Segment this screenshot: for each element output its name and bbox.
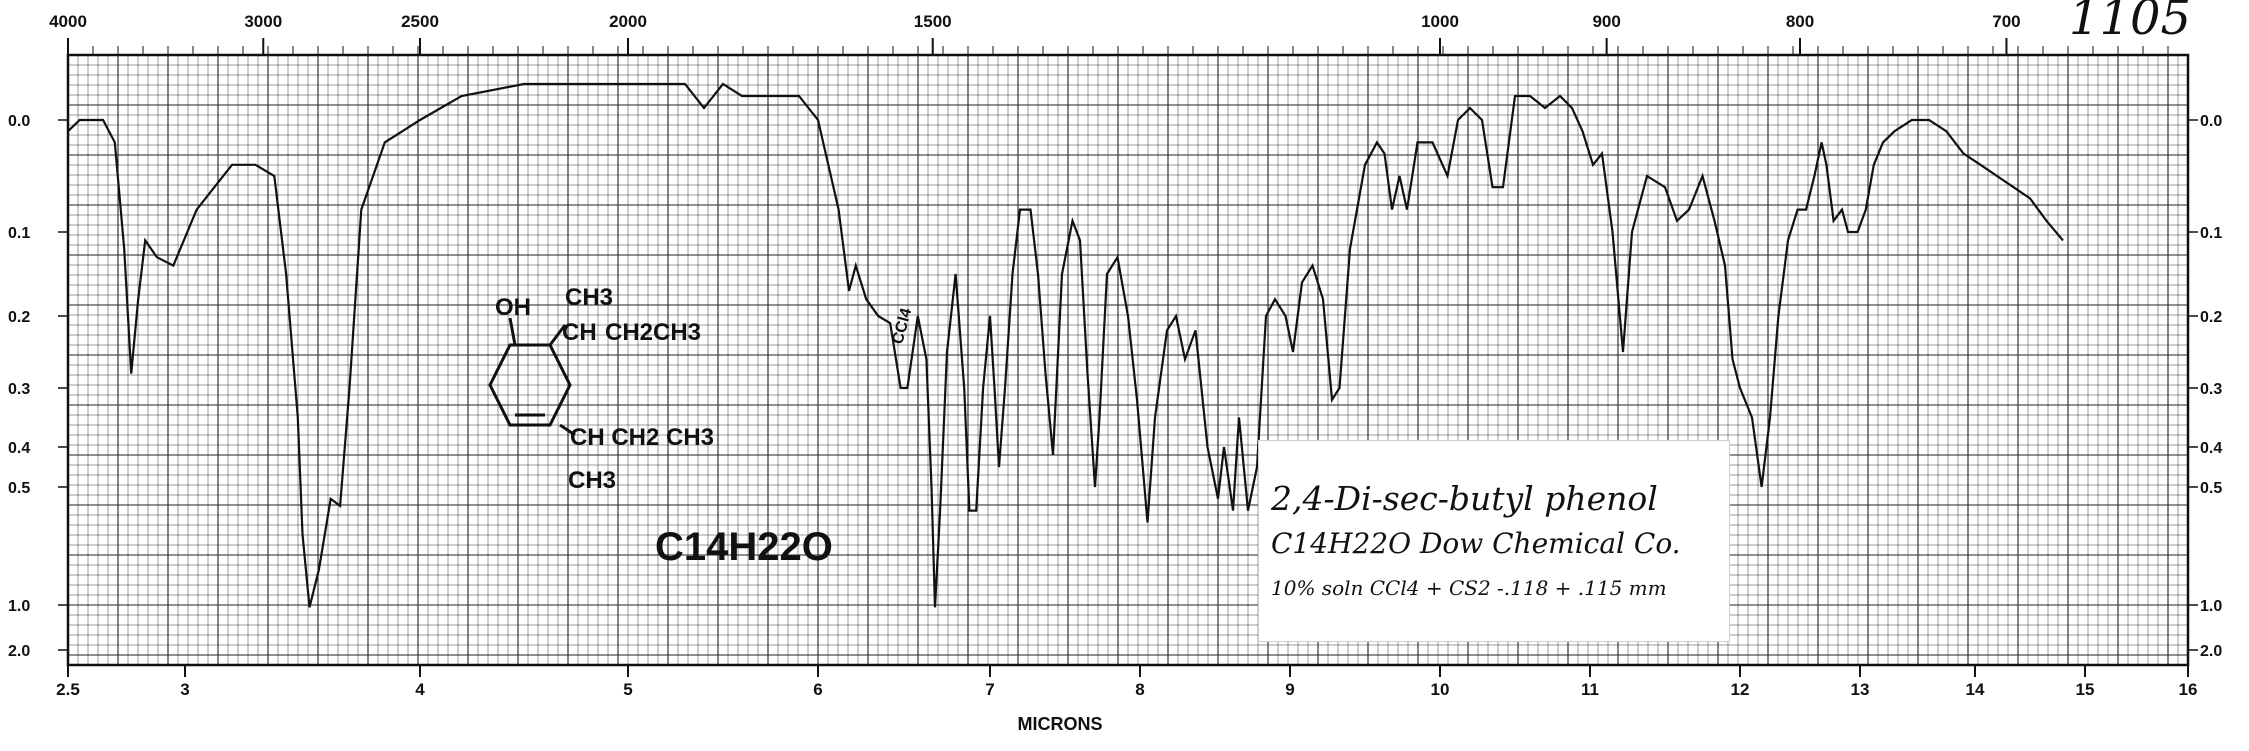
bottom-tick-label: 13 [1851, 680, 1870, 699]
y-tick-label-left: 0.1 [8, 225, 30, 242]
y-tick-label-right: 0.2 [2200, 309, 2222, 326]
y-tick-label-right: 2.0 [2200, 643, 2222, 660]
bottom-axis-microns: 2.5 3 4 5 6 7 8 9 10 11 12 13 14 15 16 [56, 665, 2197, 699]
y-tick-label-left: 0.5 [8, 480, 30, 497]
x-axis-label: MICRONS [1018, 714, 1103, 734]
ch-top-label: CH [562, 319, 597, 346]
bottom-tick-label: 7 [985, 680, 994, 699]
bottom-tick-label: 12 [1731, 680, 1750, 699]
formula-left: C14H22O [655, 525, 833, 569]
ch-ch2-ch3-label: CH CH2 CH3 [570, 424, 714, 451]
y-tick-label-left: 1.0 [8, 598, 30, 615]
top-axis-wavenumber: 4000 3000 2500 2000 1500 1000 900 800 700 [49, 12, 2169, 55]
bottom-tick-label: 5 [623, 680, 632, 699]
spectrum-line [67, 82, 2064, 608]
y-tick-label-left: 0.3 [8, 381, 30, 398]
sample-conditions: 10% soln CCl4 + CS2 -.118 + .115 mm [1271, 576, 1667, 600]
y-tick-label-right: 0.5 [2200, 480, 2222, 497]
top-tick-label: 900 [1592, 12, 1620, 31]
bottom-tick-label: 3 [180, 680, 189, 699]
top-tick-label: 1000 [1421, 12, 1459, 31]
catalog-number: 1105 [2069, 0, 2191, 46]
y-tick-label-right: 0.3 [2200, 381, 2222, 398]
bottom-tick-label: 6 [813, 680, 822, 699]
bottom-tick-label: 11 [1581, 680, 1599, 699]
top-tick-label: 2000 [609, 12, 647, 31]
y-tick-label-right: 0.4 [2200, 440, 2222, 457]
bottom-tick-label: 16 [2179, 680, 2198, 699]
bottom-tick-label: 9 [1285, 680, 1294, 699]
top-tick-label: 700 [1992, 12, 2020, 31]
top-tick-label: 3000 [244, 12, 282, 31]
oh-label: OH [495, 294, 531, 321]
plot-frame [66, 53, 2190, 667]
top-tick-label: 2500 [401, 12, 439, 31]
ch2ch3-top-label: CH2CH3 [605, 319, 701, 346]
top-tick-label: 800 [1786, 12, 1814, 31]
bottom-tick-label: 10 [1431, 680, 1450, 699]
sec-butyl-bond-top [548, 324, 567, 346]
compound-name: 2,4-Di-sec-butyl phenol [1271, 479, 1658, 518]
y-tick-label-left: 0.4 [8, 440, 30, 457]
y-tick-label-left: 0.0 [8, 113, 30, 130]
y-tick-label-right: 0.1 [2200, 225, 2222, 242]
bottom-tick-label: 15 [2076, 680, 2095, 699]
top-tick-label: 4000 [49, 12, 87, 31]
top-tick-label: 1500 [914, 12, 952, 31]
ch3-bottom-label: CH3 [568, 467, 616, 494]
bottom-tick-label: 14 [1966, 680, 1985, 699]
y-tick-label-right: 1.0 [2200, 598, 2222, 615]
y-tick-label-left: 2.0 [8, 643, 30, 660]
formula-and-source: C14H22O Dow Chemical Co. [1271, 527, 1681, 560]
sec-butyl-bond-bottom [559, 423, 576, 437]
ch3-top-label: CH3 [565, 284, 613, 311]
bottom-tick-label: 2.5 [56, 680, 80, 699]
bottom-tick-label: 4 [415, 680, 425, 699]
y-axis-absorbance: 0.0 0.0 0.1 0.1 0.2 0.2 0.3 0.3 0.4 0.4 0.5 0.5 1.0 1… [8, 113, 2222, 660]
sample-note-box: 2,4-Di-sec-butyl phenol C14H22O Dow Chem… [1258, 440, 1730, 642]
y-tick-label-left: 0.2 [8, 309, 30, 326]
structure-sketch: OH CH3 CH CH2CH3 CH CH2 CH3 CH3 [488, 284, 714, 494]
oh-bond [508, 317, 517, 346]
bottom-tick-label: 8 [1135, 680, 1144, 699]
y-tick-label-right: 0.0 [2200, 113, 2222, 130]
